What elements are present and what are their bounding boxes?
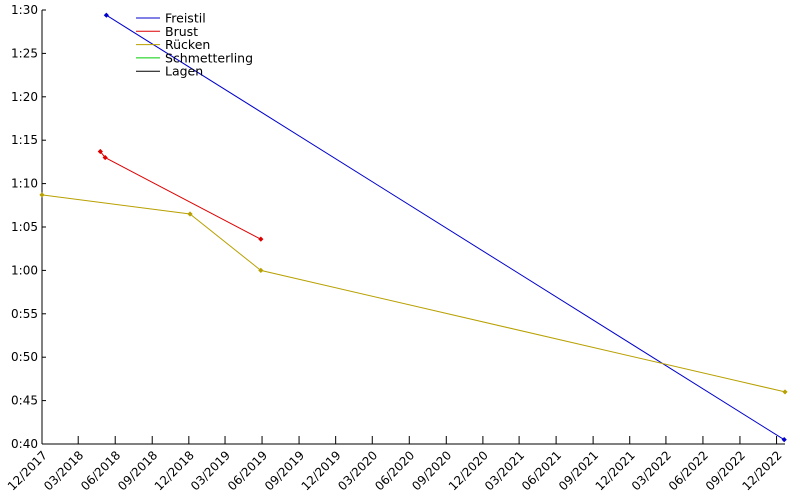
legend-item: Brust: [136, 24, 198, 39]
series-r-cken: [39, 192, 788, 395]
y-tick-label: 1:00: [11, 263, 38, 277]
y-tick-label: 1:25: [11, 46, 38, 60]
series-line: [99, 151, 262, 240]
series-freistil: [103, 12, 787, 443]
x-tick-label: 06/2021: [519, 448, 564, 493]
y-tick-label: 0:50: [11, 350, 38, 364]
x-tick-label: 06/2019: [225, 448, 270, 493]
y-tick-label: 1:20: [11, 90, 38, 104]
data-point: [258, 236, 264, 242]
x-tick-label: 06/2020: [372, 448, 417, 493]
data-point: [102, 154, 108, 161]
x-tick-label: 03/2019: [188, 448, 233, 493]
chart-axes: [41, 9, 785, 445]
legend-item: Lagen: [136, 64, 203, 79]
y-axis-tick-labels: 0:40 0:45 0:50 0:55 1:00 1:05 1:10 1:15 1:20 1:25…: [11, 3, 38, 451]
legend-label: Freistil: [165, 11, 206, 26]
x-tick-label: 12/2022: [739, 448, 784, 493]
x-tick-label: 06/2022: [666, 448, 711, 493]
data-point: [258, 267, 264, 273]
y-tick-label: 0:55: [11, 307, 38, 321]
x-tick-label: 03/2022: [629, 448, 674, 493]
y-tick-label: 0:45: [11, 394, 38, 408]
data-point: [781, 437, 787, 443]
y-tick-label: 1:05: [11, 220, 38, 234]
series-brust: [97, 148, 264, 242]
x-tick-label: 06/2018: [78, 448, 123, 493]
plot-series: [39, 12, 788, 443]
y-tick-label: 1:15: [11, 133, 38, 147]
legend-label: Lagen: [165, 64, 203, 79]
data-point: [103, 12, 109, 18]
data-point: [187, 211, 193, 217]
series-line: [106, 14, 785, 441]
legend-item: Rücken: [136, 37, 210, 52]
data-point: [97, 148, 103, 155]
legend-label: Schmetterling: [165, 50, 253, 65]
legend-label: Rücken: [165, 37, 210, 52]
x-tick-label: 03/2020: [335, 448, 380, 493]
y-tick-label: 0:40: [11, 437, 38, 451]
legend-item: Schmetterling: [136, 50, 253, 65]
legend-label: Brust: [165, 24, 198, 39]
series-line: [41, 194, 786, 393]
data-point: [782, 389, 788, 395]
legend-item: Freistil: [136, 11, 206, 26]
y-tick-label: 1:30: [11, 3, 38, 17]
x-axis-tick-labels: 12/201703/201806/201809/201812/201803/20…: [5, 448, 785, 493]
x-tick-label: 03/2018: [41, 448, 86, 493]
y-tick-label: 1:10: [11, 177, 38, 191]
x-tick-label: 03/2021: [482, 448, 527, 493]
data-point: [39, 192, 45, 198]
